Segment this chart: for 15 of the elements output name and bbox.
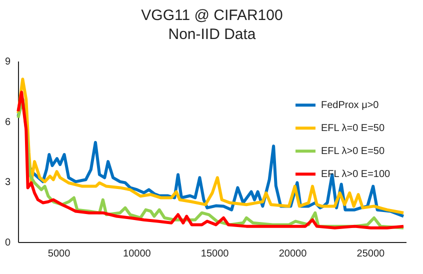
legend-label: FedProx μ>0 [321,100,380,112]
legend-label: EFL λ>0 E=50 [321,146,385,158]
legend-label: EFL λ>0 E=100 [321,169,391,180]
chart-subtitle: Non-IID Data [168,26,256,43]
x-tick-label: 15000 [200,248,230,260]
x-tick-label: 20000 [278,248,308,260]
y-tick-label: 9 [4,56,11,68]
x-tick-label: 5000 [48,248,71,260]
x-tick-label: 10000 [123,248,152,260]
x-tick-label: 25000 [356,248,385,260]
y-tick-label: 3 [4,177,11,188]
y-tick-label: 6 [4,116,11,128]
legend-label: EFL λ=0 E=50 [321,123,385,134]
y-tick-label: 0 [4,238,11,248]
chart-title: VGG11 @ CIFAR100 [141,7,283,24]
